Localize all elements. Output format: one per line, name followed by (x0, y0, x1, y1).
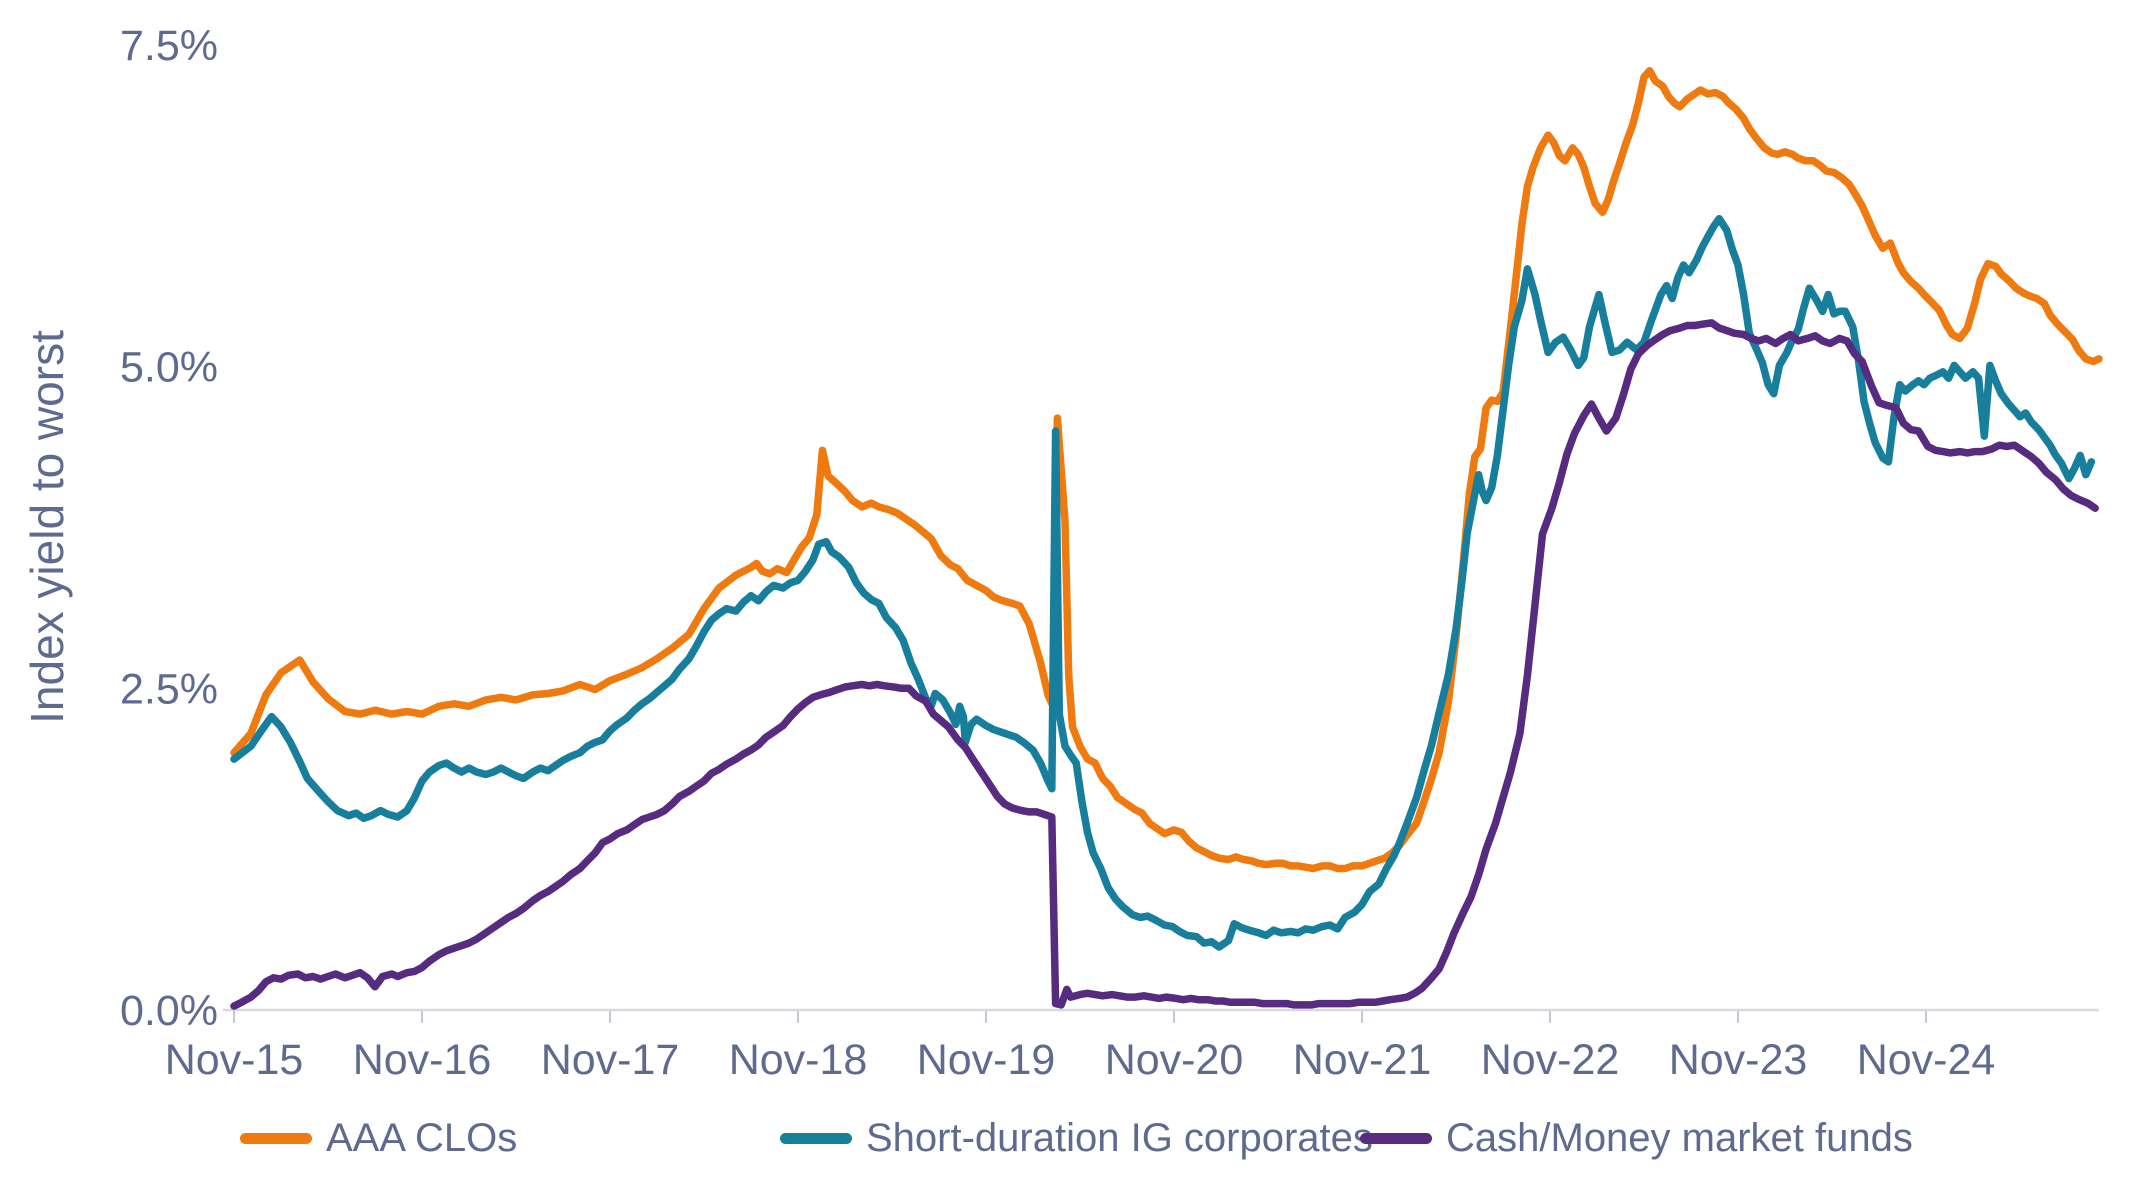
legend-swatch-aaa-clos-icon (240, 1132, 312, 1144)
y-tick-label-2.5%: 2.5% (120, 665, 218, 713)
legend-item-aaa-clos: AAA CLOs (240, 1108, 517, 1168)
legend-label-short-duration-ig-corporates: Short-duration IG corporates (866, 1115, 1373, 1160)
x-tick-label-Nov-17: Nov-17 (541, 1036, 680, 1084)
y-tick-label-7.5%: 7.5% (120, 22, 218, 70)
legend-label-aaa-clos: AAA CLOs (326, 1115, 518, 1160)
x-tick-label-Nov-16: Nov-16 (353, 1036, 492, 1084)
series-line-cash-money-market-funds (230, 319, 2099, 1010)
x-tick-label-Nov-18: Nov-18 (729, 1036, 868, 1084)
series-line-short-duration-ig-corporates (230, 214, 2096, 951)
legend-swatch-short-duration-ig-corporates-icon (780, 1132, 852, 1144)
legend-item-cash-money-market-funds: Cash/Money market funds (1360, 1108, 1913, 1168)
legend-label-cash-money-market-funds: Cash/Money market funds (1446, 1115, 1913, 1160)
legend-swatch-cash-money-market-funds-icon (1360, 1132, 1432, 1144)
x-tick-label-Nov-22: Nov-22 (1481, 1036, 1620, 1084)
x-tick-label-Nov-24: Nov-24 (1857, 1036, 1996, 1084)
x-tick-label-Nov-15: Nov-15 (165, 1036, 304, 1084)
y-tick-label-5.0%: 5.0% (120, 344, 218, 392)
y-tick-label-0.0%: 0.0% (120, 987, 218, 1035)
y-axis-title: Index yield to worst (21, 330, 73, 724)
legend-item-short-duration-ig-corporates: Short-duration IG corporates (780, 1108, 1373, 1168)
x-tick-label-Nov-19: Nov-19 (917, 1036, 1056, 1084)
chart-legend: AAA CLOs Short-duration IG corporates Ca… (0, 1108, 2145, 1168)
x-tick-label-Nov-21: Nov-21 (1293, 1036, 1432, 1084)
series-line-aaa-clos (230, 66, 2103, 873)
x-tick-label-Nov-23: Nov-23 (1669, 1036, 1808, 1084)
x-tick-label-Nov-20: Nov-20 (1105, 1036, 1244, 1084)
